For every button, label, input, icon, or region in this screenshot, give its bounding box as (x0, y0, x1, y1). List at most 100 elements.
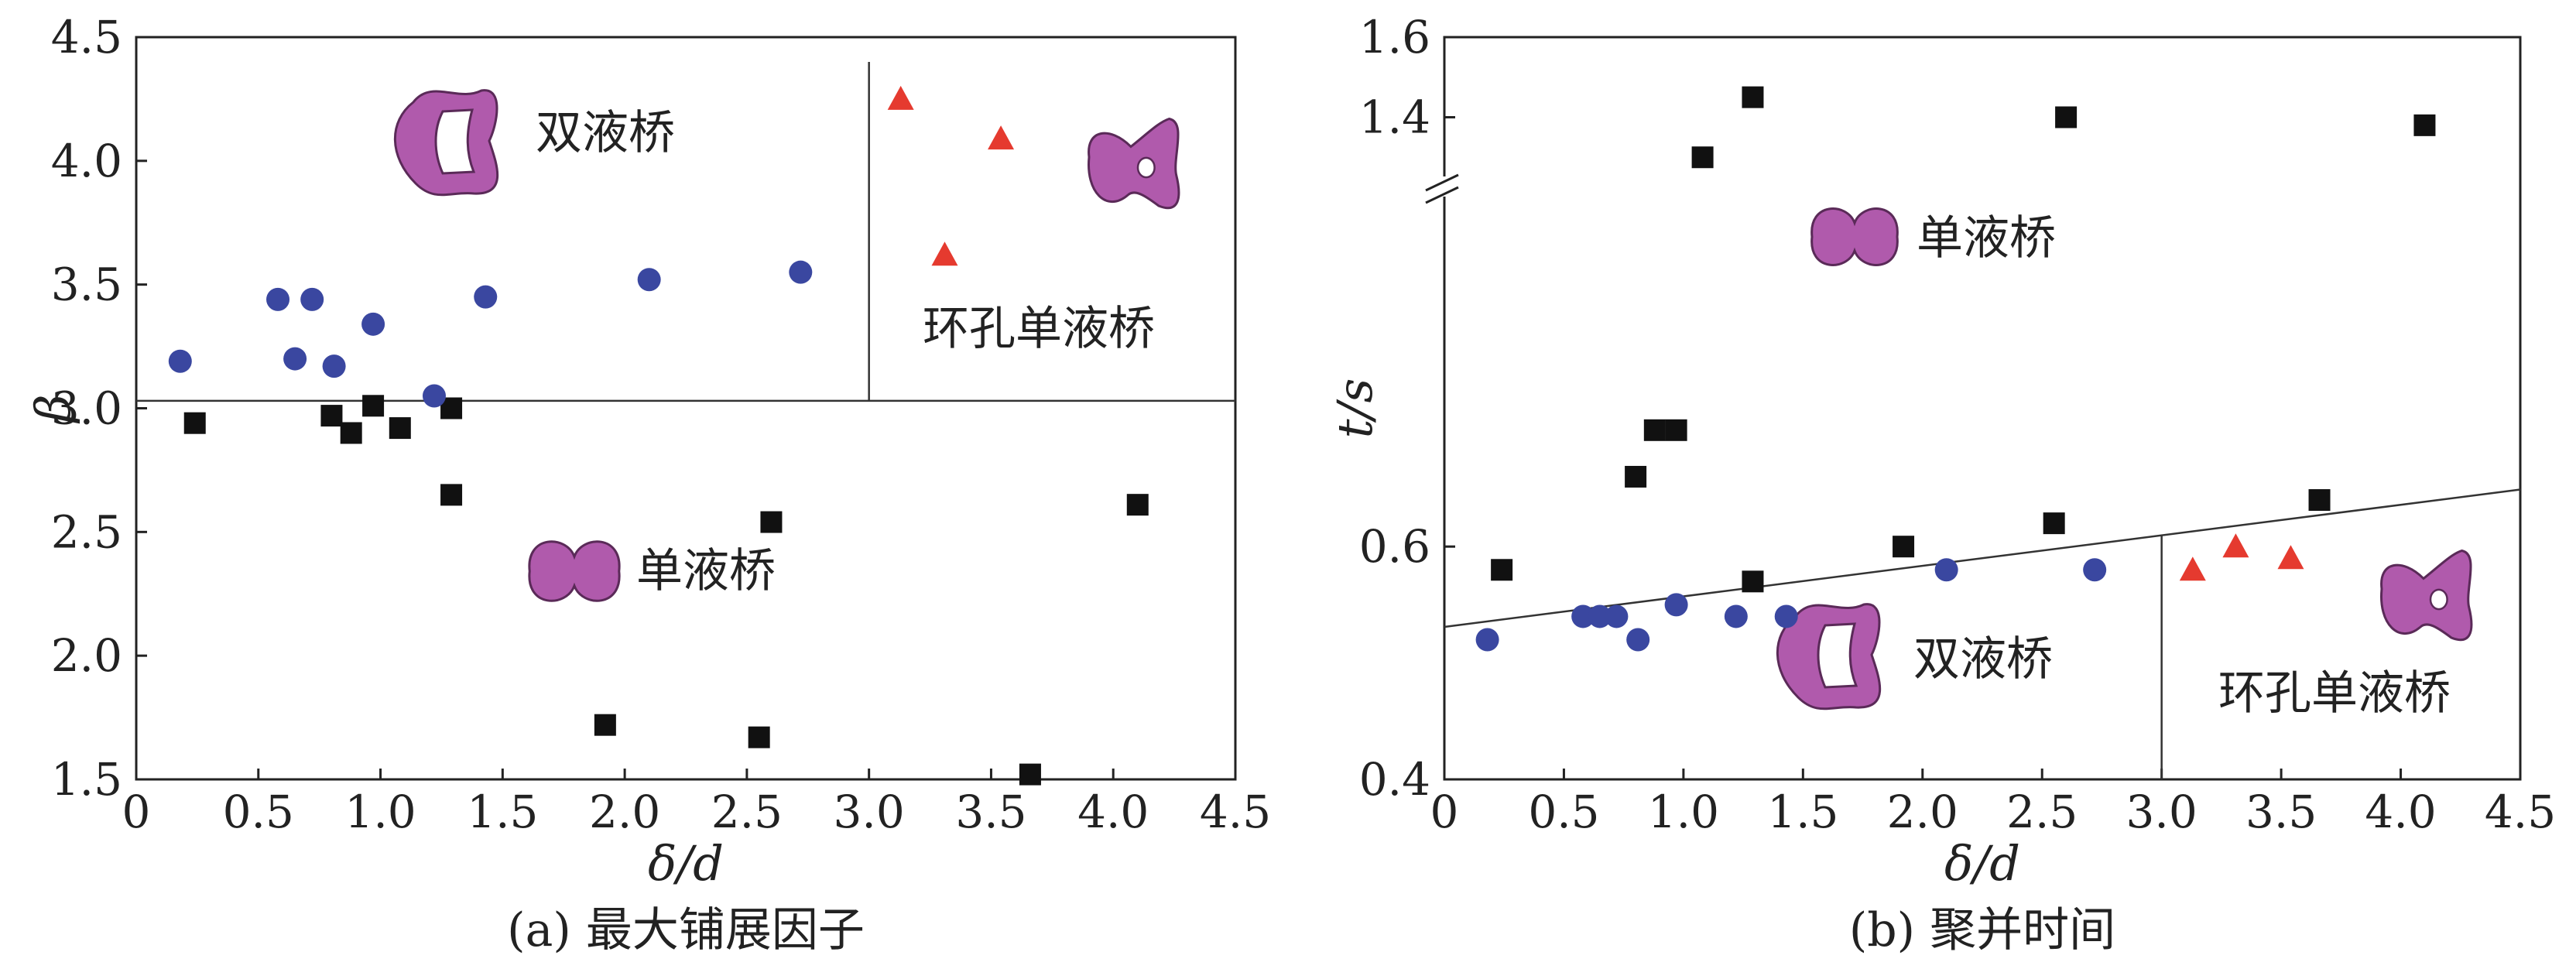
circle-marker (266, 287, 290, 311)
y-tick-label-a: 3.0 (51, 382, 122, 435)
triangle-marker (2277, 545, 2304, 570)
x-tick-label-b: 0.5 (1528, 786, 1599, 838)
plot-frame-b (1443, 36, 2522, 781)
circle-marker (1571, 604, 1595, 628)
square-marker (1742, 86, 1764, 108)
caption-b: (b) 聚并时间 (1849, 903, 2115, 957)
ring-hole-icon (1136, 156, 1156, 179)
triangle-marker (2179, 556, 2206, 581)
circle-marker (1605, 604, 1629, 628)
circle-marker (637, 268, 661, 292)
x-tick-label-b: 0 (1430, 786, 1459, 838)
y-tick-label-b: 0.6 (1359, 520, 1430, 573)
triangle-marker (2222, 533, 2249, 558)
x-tick-label-b: 1.5 (1767, 786, 1838, 838)
y-tick-label-a: 1.5 (51, 753, 122, 806)
triangle-marker (887, 85, 914, 110)
ring-hole-bridge-icon (1088, 117, 1180, 210)
y-tick-label-a: 4.5 (51, 11, 122, 63)
square-marker (1691, 146, 1714, 169)
y-axis-label-b: t/s (1327, 378, 1383, 439)
x-tick-label-a: 1.0 (344, 786, 416, 838)
square-marker (1665, 419, 1687, 441)
chart-a: 0 0.5 1.0 1.5 2.0 2.5 3.0 3.5 4.0 4.5 1.5 2.0 2.5 3.0… (25, 11, 1271, 957)
square-marker (2055, 106, 2078, 128)
chart-b: 0 0.5 1.0 1.5 2.0 2.5 3.0 3.5 4.0 4.5 0.4 0.6 1.4 1.6… (1327, 11, 2556, 957)
square-marker (1893, 536, 1915, 558)
triangle-marker (988, 125, 1015, 150)
circle-marker (1626, 628, 1650, 652)
circle-marker (1724, 604, 1748, 628)
square-marker (362, 395, 385, 417)
x-tick-label-b: 3.5 (2245, 786, 2317, 838)
y-tick-label-a: 4.0 (51, 135, 122, 187)
circle-marker (1934, 558, 1958, 582)
axis-break-mark (1425, 173, 1459, 192)
x-tick-label-b: 4.0 (2365, 786, 2436, 838)
x-tick-label-b: 2.0 (1887, 786, 1958, 838)
x-tick-label-b: 1.0 (1648, 786, 1719, 838)
circle-marker (789, 260, 813, 284)
x-tick-label-a: 2.0 (589, 786, 660, 838)
square-marker (748, 726, 770, 748)
y-tick-label-b: 1.6 (1359, 11, 1430, 63)
single-bridge-icon (1810, 207, 1899, 266)
circle-marker (2083, 558, 2107, 582)
square-marker (1126, 494, 1149, 516)
square-marker (2043, 512, 2065, 535)
region-label-single-b: 单液桥 (1917, 211, 2056, 265)
circle-marker (168, 349, 192, 373)
circle-marker (1664, 593, 1688, 617)
circle-marker (361, 312, 385, 336)
x-tick-label-b: 3.0 (2126, 786, 2197, 838)
square-marker (340, 422, 362, 444)
circle-marker (1774, 604, 1798, 628)
square-marker (594, 714, 616, 736)
plot-frame-a (135, 36, 1237, 781)
x-tick-label-a: 3.0 (834, 786, 905, 838)
circle-marker (322, 354, 346, 378)
triangle-marker (931, 241, 958, 266)
circle-marker (1475, 628, 1499, 652)
x-axis-label-b: δ/d (1944, 835, 2020, 892)
square-marker (440, 484, 463, 506)
x-tick-label-a: 0.5 (223, 786, 294, 838)
square-marker (1491, 559, 1513, 581)
y-tick-label-a: 3.5 (51, 259, 122, 311)
x-tick-label-a: 2.5 (711, 786, 783, 838)
x-axis-label-a: δ/d (648, 835, 724, 892)
region-label-ring-b: 环孔单液桥 (2218, 666, 2451, 721)
y-tick-label-b: 0.4 (1359, 753, 1430, 806)
ring-hole-icon (2429, 588, 2448, 611)
caption-a: (a) 最大铺展因子 (507, 903, 865, 957)
square-marker (1019, 763, 1041, 786)
square-marker (320, 405, 343, 427)
square-marker (389, 417, 411, 440)
circle-marker (300, 287, 324, 311)
square-marker (1643, 419, 1666, 441)
square-marker (2308, 489, 2331, 512)
x-tick-label-a: 3.5 (955, 786, 1026, 838)
single-bridge-icon (528, 540, 621, 602)
x-tick-label-a: 4.5 (1200, 786, 1271, 838)
region-label-double-b: 双液桥 (1913, 632, 2053, 687)
boundary-line-b (1444, 488, 2521, 628)
y-tick-label-a: 2.5 (51, 505, 122, 558)
double-bridge-hole (1817, 622, 1858, 689)
y-tick-label-b: 1.4 (1359, 91, 1430, 144)
x-tick-label-a: 0 (122, 786, 151, 838)
circle-marker (283, 347, 307, 371)
ring-hole-bridge-icon (2380, 549, 2473, 642)
double-bridge-hole (434, 108, 476, 175)
x-tick-label-b: 4.5 (2485, 786, 2556, 838)
y-tick-label-a: 2.0 (51, 629, 122, 682)
axis-break-mark (1425, 186, 1459, 204)
region-label-single: 单液桥 (636, 544, 776, 598)
square-marker (2413, 114, 2436, 136)
region-label-double: 双液桥 (536, 106, 675, 160)
x-tick-label-a: 1.5 (467, 786, 538, 838)
circle-marker (1588, 604, 1612, 628)
region-label-ring: 环孔单液桥 (923, 302, 1155, 356)
